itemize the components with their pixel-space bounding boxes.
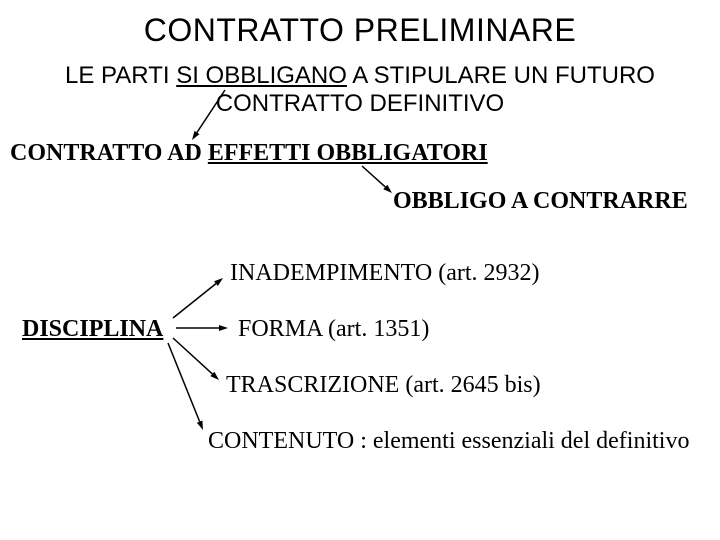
branch-contenuto: CONTENUTO : elementi essenziali del defi… [208,428,689,455]
branch-trascrizione: TRASCRIZIONE (art. 2645 bis) [226,372,541,399]
heading-disciplina: DISCIPLINA [22,316,163,343]
subtitle-line1-post: A STIPULARE UN FUTURO [347,62,655,89]
arrow-line-4 [173,338,212,374]
heading-effetti-obbligatori: CONTRATTO AD EFFETTI OBBLIGATORI [10,140,488,167]
arrow-head-1 [383,185,392,193]
subtitle-line2: CONTRATTO DEFINITIVO [0,90,720,118]
slide: CONTRATTO PRELIMINARE LE PARTI SI OBBLIG… [0,0,720,540]
arrow-head-5 [197,421,203,430]
arrow-line-1 [362,166,385,187]
arrow-head-2 [214,278,223,286]
arrow-line-2 [173,284,216,318]
subtitle-line1-pre: LE PARTI [65,62,176,89]
subtitle-line1-underlined: SI OBBLIGANO [176,62,347,89]
arrow-head-0 [192,131,199,140]
branch-forma: FORMA (art. 1351) [238,316,429,343]
arrow-head-3 [219,325,228,331]
text-obbligo-contrarre: OBBLIGO A CONTRARRE [393,188,688,215]
arrow-head-4 [210,372,219,380]
subtitle-line1: LE PARTI SI OBBLIGANO A STIPULARE UN FUT… [0,62,720,90]
heading1-underlined: EFFETTI OBBLIGATORI [208,140,488,166]
heading1-pre: CONTRATTO AD [10,140,208,166]
arrow-line-5 [168,343,200,422]
slide-subtitle: LE PARTI SI OBBLIGANO A STIPULARE UN FUT… [0,62,720,118]
branch-inadempimento: INADEMPIMENTO (art. 2932) [230,260,540,287]
slide-title: CONTRATTO PRELIMINARE [0,12,720,49]
